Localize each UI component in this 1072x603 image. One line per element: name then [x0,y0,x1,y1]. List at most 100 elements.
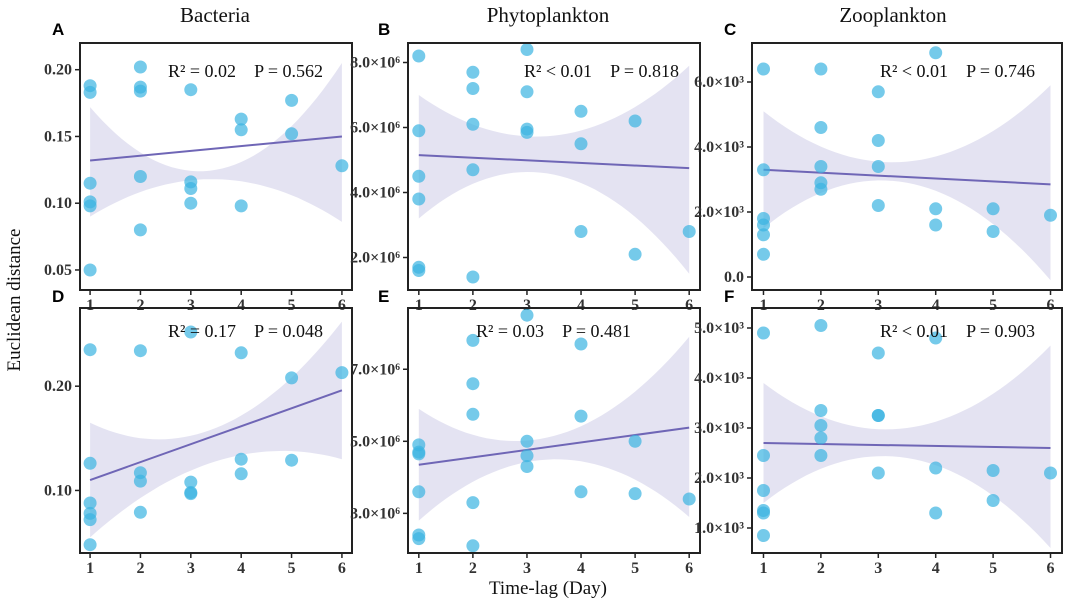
data-point [184,325,198,339]
x-tick-label: 5 [989,297,997,314]
panel-letter: F [724,287,734,306]
y-tick-label: 2.0×10⁶ [350,250,400,267]
data-point [682,225,696,238]
data-point [814,62,828,76]
data-point [574,225,588,238]
data-point [83,85,97,99]
data-point [184,182,198,195]
x-tick-label: 1 [86,560,94,577]
plot-frame [751,42,1063,291]
data-point [133,505,147,519]
plot-frame [79,307,353,554]
r-squared: R² = 0.02 [168,61,236,81]
y-tick-label: 5.0×10³ [694,320,744,337]
data-point [83,538,97,552]
panel-e: 3.0×10⁶ 5.0×10⁶ 7.0×10⁶ 1 2 3 4 5 6 E R² = 0.03 P =… [350,287,701,577]
data-point [986,225,1000,238]
data-point [285,127,299,141]
data-point [929,218,943,232]
x-tick-label: 5 [288,297,296,314]
x-tick-label: 6 [685,297,693,314]
panel-letter: E [378,287,389,306]
x-tick-label: 4 [237,560,245,577]
data-point [234,467,248,481]
data-point [466,496,480,510]
data-point [814,121,828,134]
data-point [520,460,534,473]
data-point [412,49,426,63]
data-point [929,461,943,475]
data-point [574,485,588,499]
x-tick-label: 6 [338,560,346,577]
data-point [83,343,97,357]
panel-a: 0.05 0.10 0.15 0.20 1 2 3 4 5 6 A R² = 0.02 P = 0.56… [44,20,353,314]
stats-annotation: R² = 0.03 P = 0.481 [476,321,631,341]
y-tick-label: 2.0×10³ [694,204,744,221]
data-point [285,371,299,385]
data-point [628,434,642,448]
data-point [871,466,885,480]
data-point [412,124,426,138]
y-tick-label: 0.20 [44,378,72,395]
x-tick-label: 6 [338,297,346,314]
stats-annotation: R² < 0.01 P = 0.746 [880,61,1035,81]
x-tick-label: 2 [817,560,825,577]
regression-line [89,389,343,481]
data-point [757,62,770,76]
r-squared: R² < 0.01 [880,61,948,81]
x-tick-label: 2 [469,560,477,577]
y-tick-label: 0.20 [44,62,72,79]
data-point [814,319,828,332]
data-point [929,506,943,520]
x-tick-label: 2 [136,297,144,314]
panel-f: 1.0×10³ 2.0×10³ 3.0×10³ 4.0×10³ 5.0×10³ 1 2 3 4 5… [694,287,1063,577]
data-point [520,449,534,463]
data-point [871,409,885,422]
data-point [83,199,97,213]
y-tick-label: 7.0×10⁶ [350,361,400,378]
p-value: P = 0.481 [562,321,631,341]
data-point [929,46,943,60]
data-point [184,196,198,210]
title-zooplankton: Zooplankton [839,3,947,27]
data-point [184,487,198,501]
x-tick-label: 1 [86,297,94,314]
x-tick-label: 2 [817,297,825,314]
confidence-band [418,336,690,521]
data-point [814,182,828,196]
p-value: P = 0.818 [610,61,679,81]
panel-letter: B [378,20,390,39]
data-point [285,453,299,467]
y-tick-label: 0.10 [44,482,72,499]
data-point [466,117,480,131]
stats-annotation: R² = 0.02 P = 0.562 [168,61,323,81]
data-point [682,492,696,506]
data-point [133,84,147,98]
panel-c: 0.0 2.0×10³ 4.0×10³ 6.0×10³ 1 2 3 4 5 6 C R² < 0.01… [694,20,1063,314]
y-tick-label: 4.0×10⁶ [350,185,400,202]
data-point [628,247,642,261]
data-point [757,218,770,232]
data-point [133,170,147,183]
y-tick-label: 6.0×10⁶ [350,120,400,137]
stats-annotation: R² < 0.01 P = 0.818 [524,61,679,81]
data-point [466,270,480,284]
data-point [133,223,147,237]
data-point [871,85,885,99]
data-point [1044,466,1057,480]
data-point [234,346,248,360]
data-point [83,456,97,470]
data-point [986,464,1000,477]
title-bacteria: Bacteria [180,3,251,27]
data-point [412,192,426,206]
y-axis-label: Euclidean distance [4,229,25,372]
x-tick-label: 5 [631,560,639,577]
data-point [234,199,248,213]
data-point [814,431,828,445]
confidence-band [763,85,1051,281]
data-point [628,487,642,501]
plot-frame [79,42,353,291]
data-point [83,263,97,277]
regression-line [763,442,1051,449]
